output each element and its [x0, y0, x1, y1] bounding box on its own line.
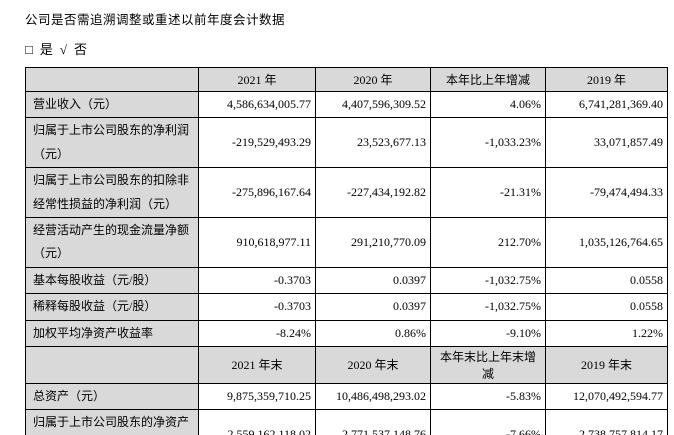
checkbox-no-label: 否	[74, 42, 88, 57]
checkmark-icon: √	[59, 42, 68, 57]
eoy-header-change: 本年末比上年末增减	[430, 345, 546, 384]
value-cell-change: -5.83%	[430, 382, 546, 411]
restatement-note: 公司是否需追溯调整或重述以前年度会计数据	[25, 13, 286, 27]
value-cell-2019: 6,741,281,369.40	[545, 90, 668, 119]
value-cell-2020: 291,210,770.09	[315, 216, 431, 268]
value-cell-2020: 2,771,537,148.76	[315, 409, 431, 435]
value-cell-change: 4.06%	[430, 90, 546, 119]
value-cell-2021: 2,559,162,118.02	[198, 409, 316, 435]
value-cell-change: -7.66%	[430, 409, 546, 435]
value-cell-2021: 910,618,977.11	[198, 216, 316, 268]
value-cell-2020: 0.0397	[315, 266, 431, 295]
table-row-non-recurring-net-profit: 归属于上市公司股东的扣除非经常性损益的净利润（元） -275,896,167.6…	[25, 167, 668, 218]
table-row-operating-cash-flow: 经营活动产生的现金流量净额（元） 910,618,977.11 291,210,…	[25, 216, 668, 268]
eoy-header-2019: 2019 年末	[545, 345, 668, 384]
value-cell-2019: 1.22%	[545, 319, 668, 347]
value-cell-2021: -219,529,493.29	[198, 117, 316, 169]
value-cell-change: -1,032.75%	[430, 266, 546, 295]
table-row-net-profit: 归属于上市公司股东的净利润（元） -219,529,493.29 23,523,…	[25, 117, 668, 169]
value-cell-2020: 0.0397	[315, 293, 431, 321]
eoy-header-row: 2021 年末 2020 年末 本年末比上年末增减 2019 年末	[25, 345, 668, 384]
value-cell-2020: 23,523,677.13	[315, 117, 431, 169]
annual-header-row: 2021 年 2020 年 本年比上年增减 2019 年	[25, 67, 668, 92]
value-cell-change: 212.70%	[430, 216, 546, 268]
value-cell-2019: 33,071,857.49	[545, 117, 668, 169]
row-label-cell: 总资产（元）	[25, 382, 199, 411]
value-cell-change: -1,033.23%	[430, 117, 546, 169]
value-cell-2021: -0.3703	[198, 266, 316, 295]
value-cell-change: -9.10%	[430, 319, 546, 347]
value-cell-change: -1,032.75%	[430, 293, 546, 321]
value-cell-2019: -79,474,494.33	[545, 167, 668, 218]
annual-header-blank-cell	[25, 67, 199, 92]
restatement-checkbox-line: □ 是 √ 否	[25, 39, 674, 58]
value-cell-2021: -0.3703	[198, 293, 316, 321]
value-cell-2019: 12,070,492,594.77	[545, 382, 668, 411]
value-cell-2020: 4,407,596,309.52	[315, 90, 431, 119]
annual-header-2019: 2019 年	[545, 67, 668, 92]
annual-header-2021: 2021 年	[198, 67, 316, 92]
value-cell-2021: -8.24%	[198, 319, 316, 347]
row-label-cell: 稀释每股收益（元/股）	[25, 293, 199, 321]
value-cell-2020: 0.86%	[315, 319, 431, 347]
table-row-diluted-eps: 稀释每股收益（元/股） -0.3703 0.0397 -1,032.75% 0.…	[25, 293, 668, 321]
checkbox-unchecked-icon: □	[25, 42, 33, 57]
table-row-weighted-roe: 加权平均净资产收益率 -8.24% 0.86% -9.10% 1.22%	[25, 319, 668, 347]
eoy-header-blank-cell	[25, 345, 199, 384]
row-label-cell: 归属于上市公司股东的净资产（元）	[25, 409, 199, 435]
table-row-revenue: 营业收入（元） 4,586,634,005.77 4,407,596,309.5…	[25, 90, 668, 119]
annual-header-2020: 2020 年	[315, 67, 431, 92]
row-label-cell: 经营活动产生的现金流量净额（元）	[25, 216, 199, 268]
value-cell-2020: -227,434,192.82	[315, 167, 431, 218]
value-cell-2019: 1,035,126,764.65	[545, 216, 668, 268]
value-cell-2021: -275,896,167.64	[198, 167, 316, 218]
value-cell-2019: 2,738,757,814.17	[545, 409, 668, 435]
table-row-basic-eps: 基本每股收益（元/股） -0.3703 0.0397 -1,032.75% 0.…	[25, 266, 668, 295]
value-cell-2019: 0.0558	[545, 293, 668, 321]
row-label-cell: 营业收入（元）	[25, 90, 199, 119]
value-cell-2019: 0.0558	[545, 266, 668, 295]
eoy-header-2021: 2021 年末	[198, 345, 316, 384]
value-cell-2020: 10,486,498,293.02	[315, 382, 431, 411]
annual-header-change: 本年比上年增减	[430, 67, 546, 92]
value-cell-change: -21.31%	[430, 167, 546, 218]
value-cell-2021: 9,875,359,710.25	[198, 382, 316, 411]
checkbox-yes-label: 是	[39, 42, 53, 57]
eoy-header-2020: 2020 年末	[315, 345, 431, 384]
row-label-cell: 归属于上市公司股东的净利润（元）	[25, 117, 199, 169]
value-cell-2021: 4,586,634,005.77	[198, 90, 316, 119]
table-row-net-assets: 归属于上市公司股东的净资产（元） 2,559,162,118.02 2,771,…	[25, 409, 668, 435]
row-label-cell: 基本每股收益（元/股）	[25, 266, 199, 295]
key-financials-table: 2021 年 2020 年 本年比上年增减 2019 年 营业收入（元） 4,5…	[25, 67, 668, 435]
row-label-cell: 加权平均净资产收益率	[25, 319, 199, 347]
table-row-total-assets: 总资产（元） 9,875,359,710.25 10,486,498,293.0…	[25, 382, 668, 411]
row-label-cell: 归属于上市公司股东的扣除非经常性损益的净利润（元）	[25, 167, 199, 218]
